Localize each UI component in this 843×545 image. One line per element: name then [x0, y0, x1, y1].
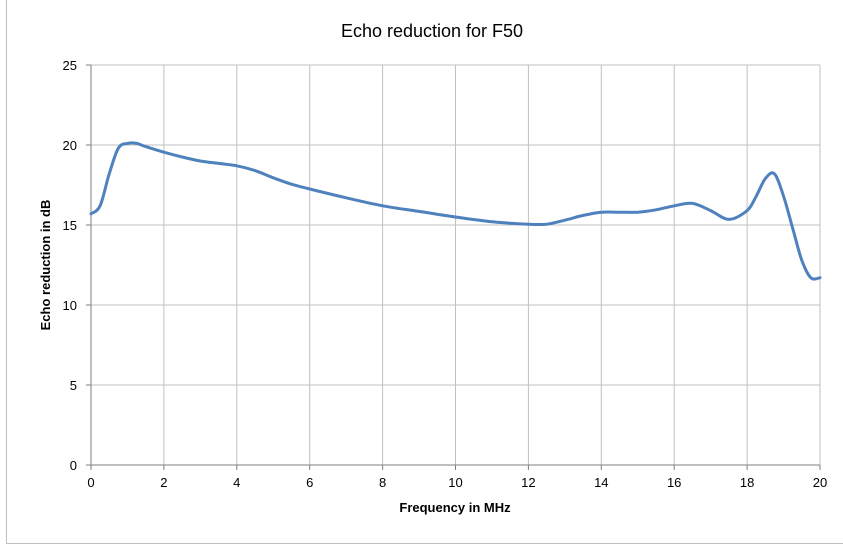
- x-tick-label: 6: [306, 475, 313, 490]
- chart-title: Echo reduction for F50: [341, 21, 523, 41]
- y-tick-label: 15: [63, 218, 77, 233]
- y-tick-label: 5: [70, 378, 77, 393]
- x-tick-label: 2: [160, 475, 167, 490]
- x-tick-label: 16: [667, 475, 681, 490]
- series-layer: [89, 141, 822, 281]
- x-tick-label: 14: [594, 475, 608, 490]
- y-tick-label: 25: [63, 58, 77, 73]
- series-line: [89, 141, 822, 281]
- x-axis-ticks: 0 2 4 6 8 10 12 14 16 18 20: [87, 465, 827, 490]
- x-tick-label: 18: [740, 475, 754, 490]
- x-tick-label: 20: [813, 475, 827, 490]
- x-tick-label: 4: [233, 475, 240, 490]
- horizontal-gridlines: [91, 64, 820, 386]
- x-tick-label: 10: [448, 475, 462, 490]
- y-tick-label: 10: [63, 298, 77, 313]
- x-axis-title: Frequency in MHz: [399, 500, 511, 515]
- y-axis-title: Echo reduction in dB: [38, 200, 53, 331]
- y-axis-ticks: 0 5 10 15 20 25: [63, 58, 91, 473]
- x-tick-label: 12: [521, 475, 535, 490]
- vertical-gridlines: [163, 65, 821, 465]
- chart-area: [6, 0, 843, 544]
- x-tick-label: 0: [87, 475, 94, 490]
- y-tick-label: 20: [63, 138, 77, 153]
- y-tick-label: 0: [70, 458, 77, 473]
- x-tick-label: 8: [379, 475, 386, 490]
